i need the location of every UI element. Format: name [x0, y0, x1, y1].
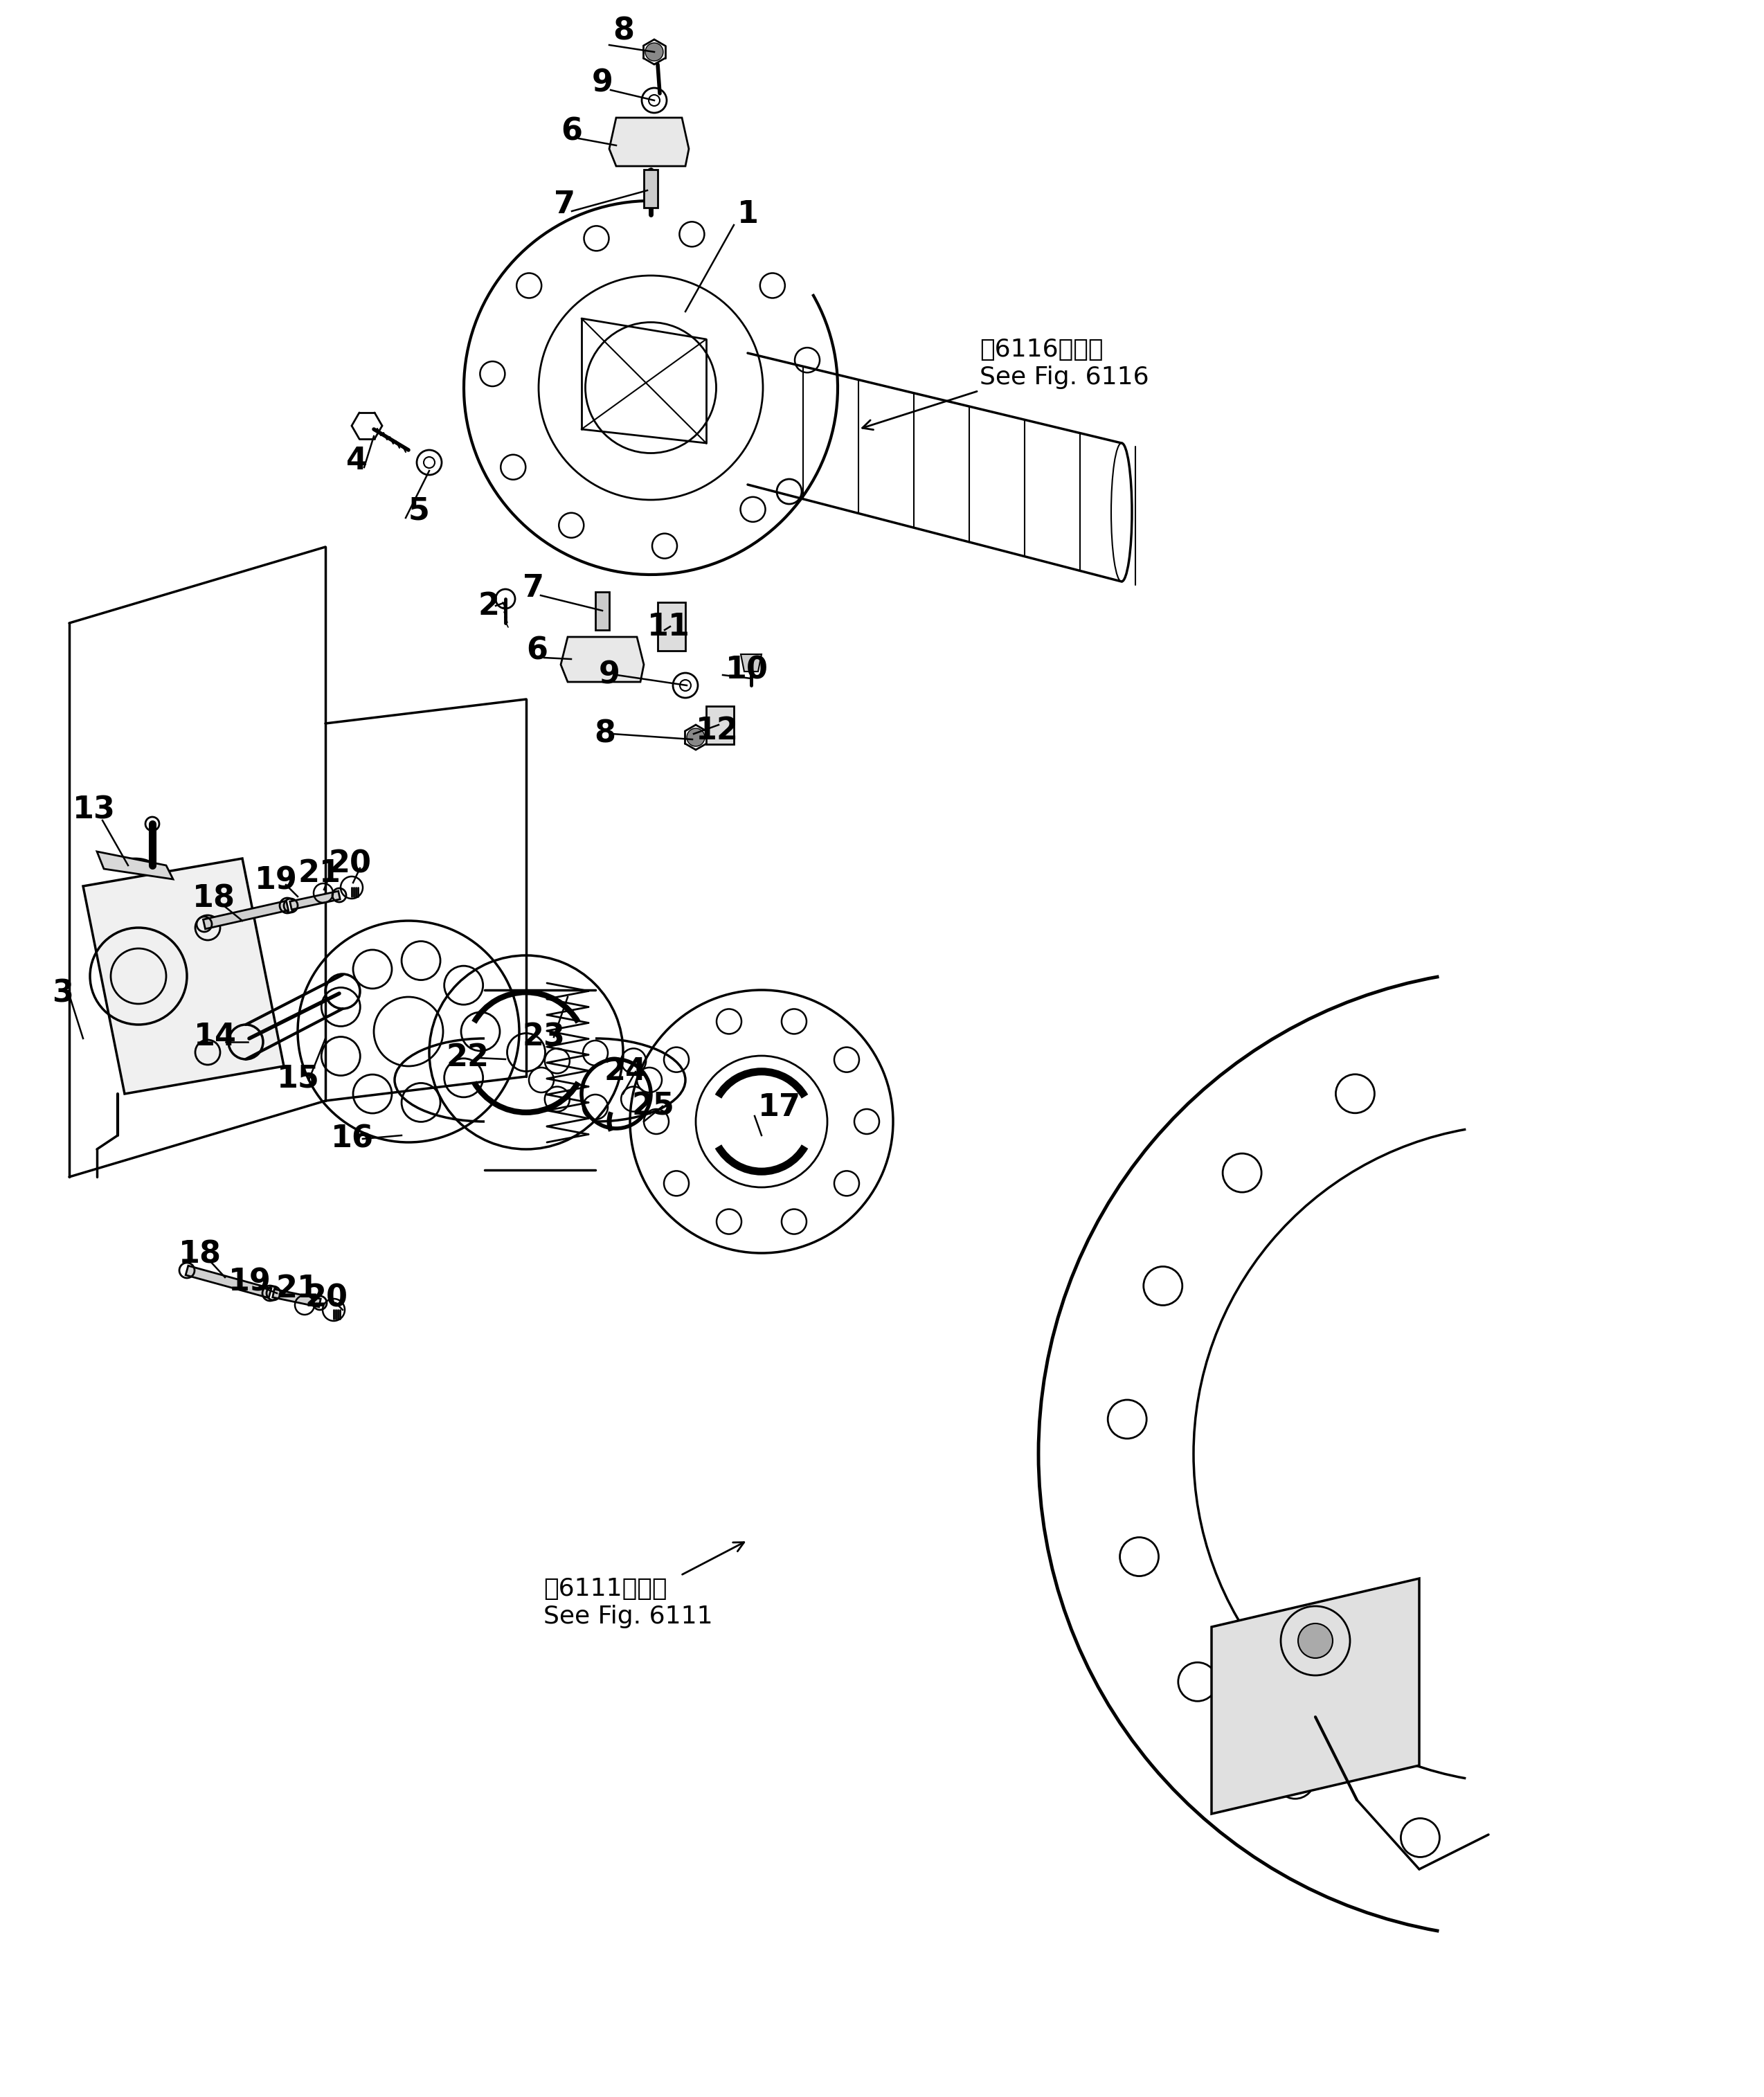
Text: 11: 11: [647, 612, 690, 642]
Text: 13: 13: [72, 795, 115, 824]
Polygon shape: [741, 654, 762, 671]
Text: 19: 19: [254, 866, 298, 895]
Text: 5: 5: [409, 497, 430, 526]
Text: 3: 3: [51, 979, 74, 1009]
Polygon shape: [83, 858, 284, 1095]
Polygon shape: [609, 117, 690, 166]
Polygon shape: [561, 637, 644, 682]
Text: 8: 8: [612, 17, 633, 46]
Text: 16: 16: [332, 1124, 374, 1153]
Polygon shape: [289, 891, 340, 910]
Text: 8: 8: [594, 719, 616, 749]
Polygon shape: [658, 602, 686, 650]
Text: 21: 21: [298, 860, 340, 889]
Polygon shape: [596, 591, 609, 629]
Polygon shape: [1212, 1579, 1420, 1814]
Text: 20: 20: [305, 1283, 348, 1313]
Text: 1: 1: [737, 199, 759, 229]
Text: 7: 7: [522, 575, 543, 604]
Text: 17: 17: [759, 1093, 801, 1122]
Text: 10: 10: [725, 654, 769, 686]
Text: 9: 9: [598, 661, 621, 690]
Text: 4: 4: [346, 445, 367, 476]
Text: 6: 6: [526, 635, 547, 665]
Text: 14: 14: [194, 1021, 236, 1053]
Text: 18: 18: [192, 883, 235, 914]
Text: 2: 2: [478, 591, 499, 621]
Polygon shape: [644, 170, 658, 208]
Text: 15: 15: [277, 1063, 319, 1093]
Circle shape: [1298, 1623, 1332, 1659]
Text: 20: 20: [328, 849, 372, 879]
Text: 第6111図参照
See Fig. 6111: 第6111図参照 See Fig. 6111: [543, 1541, 744, 1627]
Text: 25: 25: [632, 1090, 674, 1122]
Text: 24: 24: [605, 1057, 647, 1086]
Polygon shape: [273, 1290, 321, 1306]
Polygon shape: [97, 851, 173, 879]
Text: 23: 23: [522, 1021, 566, 1053]
Text: 21: 21: [275, 1275, 319, 1304]
Polygon shape: [706, 707, 734, 744]
Text: 9: 9: [593, 69, 614, 99]
Circle shape: [686, 728, 706, 747]
Circle shape: [646, 42, 663, 61]
Polygon shape: [185, 1267, 272, 1298]
Text: 6: 6: [561, 117, 582, 147]
Text: 12: 12: [695, 715, 739, 744]
Text: 22: 22: [446, 1042, 489, 1074]
Text: 第6116図参照
See Fig. 6116: 第6116図参照 See Fig. 6116: [863, 338, 1148, 430]
Text: 7: 7: [554, 189, 575, 218]
Text: 19: 19: [229, 1267, 272, 1298]
Polygon shape: [203, 902, 288, 929]
Text: 18: 18: [178, 1239, 222, 1269]
